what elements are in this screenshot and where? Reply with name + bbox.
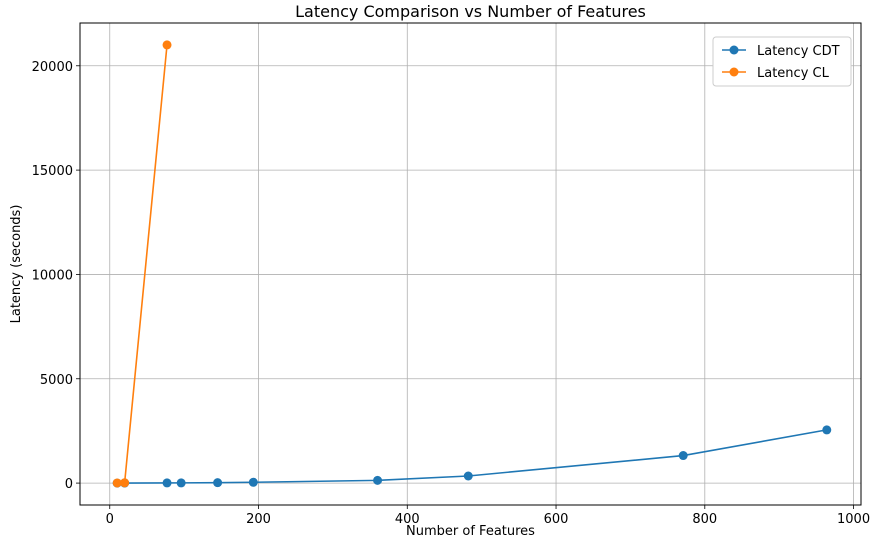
legend-label-cl: Latency CL	[757, 66, 830, 81]
x-tick-label: 0	[106, 512, 114, 527]
data-point	[176, 478, 186, 488]
data-point	[162, 40, 172, 50]
x-tick-label: 200	[246, 512, 271, 527]
chart-title: Latency Comparison vs Number of Features	[295, 2, 646, 21]
series-layer	[112, 40, 832, 488]
x-tick-label: 800	[692, 512, 717, 527]
plot-frame	[79, 22, 862, 506]
y-tick-label: 15000	[32, 164, 73, 179]
data-point	[678, 451, 688, 461]
y-axis-title: Latency (seconds)	[9, 205, 24, 324]
data-point	[248, 477, 258, 487]
legend-marker-cl	[729, 67, 739, 77]
data-point	[463, 471, 473, 481]
y-tick-label: 0	[65, 477, 73, 492]
x-tick-label: 600	[544, 512, 569, 527]
y-tick-label: 20000	[32, 60, 73, 75]
legend: Latency CDT Latency CL	[712, 36, 852, 87]
x-tick-label: 400	[395, 512, 420, 527]
legend-label-cdt: Latency CDT	[757, 44, 840, 59]
x-tick-label: 1000	[837, 512, 870, 527]
data-point	[373, 475, 383, 485]
data-point	[162, 478, 172, 488]
legend-box	[712, 36, 852, 87]
plot-area	[80, 23, 861, 505]
data-point	[120, 478, 130, 488]
y-tick-label: 5000	[40, 373, 73, 388]
data-point	[112, 478, 122, 488]
series-latency-cl	[112, 40, 172, 488]
data-point	[213, 478, 223, 488]
series-line	[117, 429, 827, 484]
x-axis-title: Number of Features	[406, 524, 535, 539]
data-point	[822, 425, 832, 435]
legend-marker-cdt	[729, 45, 739, 55]
y-tick-label: 10000	[32, 268, 73, 283]
